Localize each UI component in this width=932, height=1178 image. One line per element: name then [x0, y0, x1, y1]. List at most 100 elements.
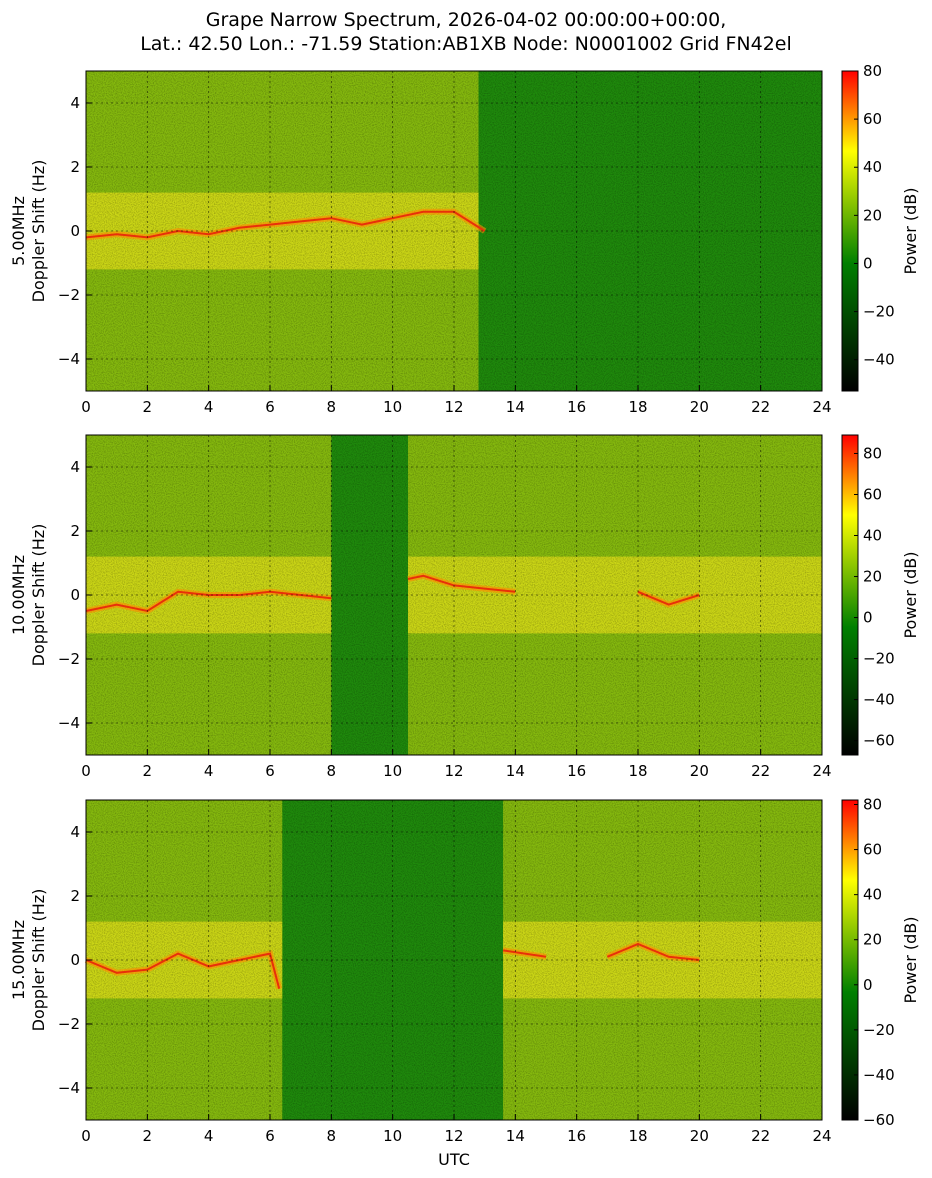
x-tick-label: 22: [751, 1127, 770, 1145]
colorbar-gradient: [841, 799, 859, 1121]
colorbar-tick-label: −40: [863, 351, 895, 369]
colorbar-tick-label: 40: [863, 527, 882, 545]
x-tick-label: 20: [690, 762, 709, 780]
y-tick-label: 2: [70, 522, 80, 540]
colorbar-tick-label: −60: [863, 732, 895, 750]
y-tick-label: −2: [58, 1015, 80, 1033]
carrier-track-1: [85, 952, 281, 990]
x-tick-label: 12: [444, 1127, 463, 1145]
carrier-track-4: [637, 590, 700, 606]
y-tick-label: −4: [58, 350, 80, 368]
x-tick-label: 12: [444, 398, 463, 416]
colorbar-tick-label: −60: [863, 1111, 895, 1129]
x-axis-label: UTC: [438, 1150, 470, 1169]
colorbar-tick-label: 80: [863, 62, 882, 80]
colorbar-tick-label: −40: [863, 691, 895, 709]
x-tick-label: 6: [265, 398, 275, 416]
y-tick-label: 0: [70, 222, 80, 240]
x-tick-label: 2: [143, 1127, 153, 1145]
x-tick-label: 4: [204, 762, 214, 780]
x-tick-label: 16: [567, 762, 586, 780]
x-tick-label: 14: [506, 1127, 525, 1145]
y-tick-label: 0: [70, 951, 80, 969]
y-tick-label: 4: [70, 94, 80, 112]
colorbar: 80 60 40 20 0 −20 −40 −60 Power (dB): [841, 796, 920, 1129]
x-tick-label: 18: [628, 1127, 647, 1145]
x-tick-label: 16: [567, 1127, 586, 1145]
figure-title-line-2: Lat.: 42.50 Lon.: -71.59 Station:AB1XB N…: [140, 33, 792, 55]
x-tick-label: 20: [690, 398, 709, 416]
colorbar-label: Power (dB): [901, 187, 920, 274]
y-tick-label: −2: [58, 286, 80, 304]
x-tick-label: 18: [628, 398, 647, 416]
y-tick-label: 2: [70, 158, 80, 176]
colorbar-tick-label: −20: [863, 650, 895, 668]
x-tick-label: 24: [812, 398, 831, 416]
x-tick-label: 20: [690, 1127, 709, 1145]
x-tick-label: 6: [265, 762, 275, 780]
y-tick-label: 4: [70, 458, 80, 476]
y-tick-label: −2: [58, 650, 80, 668]
x-tick-label: 14: [506, 762, 525, 780]
x-tick-label: 10: [383, 398, 402, 416]
colorbar-tick-label: 80: [863, 796, 882, 814]
x-tick-label: 0: [81, 1127, 91, 1145]
colorbar-tick-label: 0: [863, 609, 873, 627]
colorbar-tick-label: −40: [863, 1066, 895, 1084]
y-axis-label-doppler: Doppler Shift (Hz): [29, 889, 48, 1032]
colorbar-label: Power (dB): [901, 916, 920, 1003]
x-tick-label: 16: [567, 398, 586, 416]
colorbar-tick-label: 60: [863, 485, 882, 503]
colorbar-tick-label: 80: [863, 444, 882, 462]
colorbar-tick-label: −20: [863, 1021, 895, 1039]
grid: [86, 800, 822, 1120]
colorbar-tick-label: 20: [863, 568, 882, 586]
x-tick-label: 8: [327, 1127, 337, 1145]
colorbar: 80 60 40 20 0 −20 −40 Power (dB): [841, 62, 920, 392]
colorbar-tick-label: 60: [863, 110, 882, 128]
x-tick-label: 18: [628, 762, 647, 780]
x-tick-label: 8: [327, 762, 337, 780]
x-tick-label: 0: [81, 762, 91, 780]
x-tick-label: 2: [143, 762, 153, 780]
colorbar-tick-label: −20: [863, 303, 895, 321]
y-tick-label: 4: [70, 823, 80, 841]
colorbar-tick-label: 20: [863, 931, 882, 949]
colorbar: 80 60 40 20 0 −20 −40 −60 Power (dB): [841, 434, 920, 756]
x-tick-label: 8: [327, 398, 337, 416]
x-tick-label: 0: [81, 398, 91, 416]
grid: [86, 71, 822, 391]
y-axis-label-doppler: Doppler Shift (Hz): [29, 160, 48, 303]
grid: [86, 435, 822, 755]
x-tick-label: 10: [383, 762, 402, 780]
colorbar-tick-label: 60: [863, 841, 882, 859]
carrier-track-3: [606, 942, 700, 961]
y-tick-label: −4: [58, 714, 80, 732]
colorbar-label: Power (dB): [901, 551, 920, 638]
x-tick-label: 4: [204, 1127, 214, 1145]
colorbar-tick-label: 0: [863, 254, 873, 272]
colorbar-gradient: [841, 70, 859, 392]
y-axis-label-doppler: Doppler Shift (Hz): [29, 524, 48, 667]
y-tick-label: −4: [58, 1079, 80, 1097]
x-tick-label: 24: [812, 762, 831, 780]
x-tick-label: 6: [265, 1127, 275, 1145]
colorbar-tick-label: 40: [863, 886, 882, 904]
x-tick-label: 12: [444, 762, 463, 780]
x-tick-label: 2: [143, 398, 153, 416]
colorbar-gradient: [841, 434, 859, 756]
x-tick-label: 4: [204, 398, 214, 416]
y-tick-label: 2: [70, 887, 80, 905]
y-axis-label-frequency: 5.00MHz: [9, 196, 28, 266]
x-tick-label: 10: [383, 1127, 402, 1145]
colorbar-tick-label: 20: [863, 206, 882, 224]
x-tick-label: 14: [506, 398, 525, 416]
x-tick-label: 22: [751, 762, 770, 780]
x-tick-label: 22: [751, 398, 770, 416]
x-tick-label: 24: [812, 1127, 831, 1145]
